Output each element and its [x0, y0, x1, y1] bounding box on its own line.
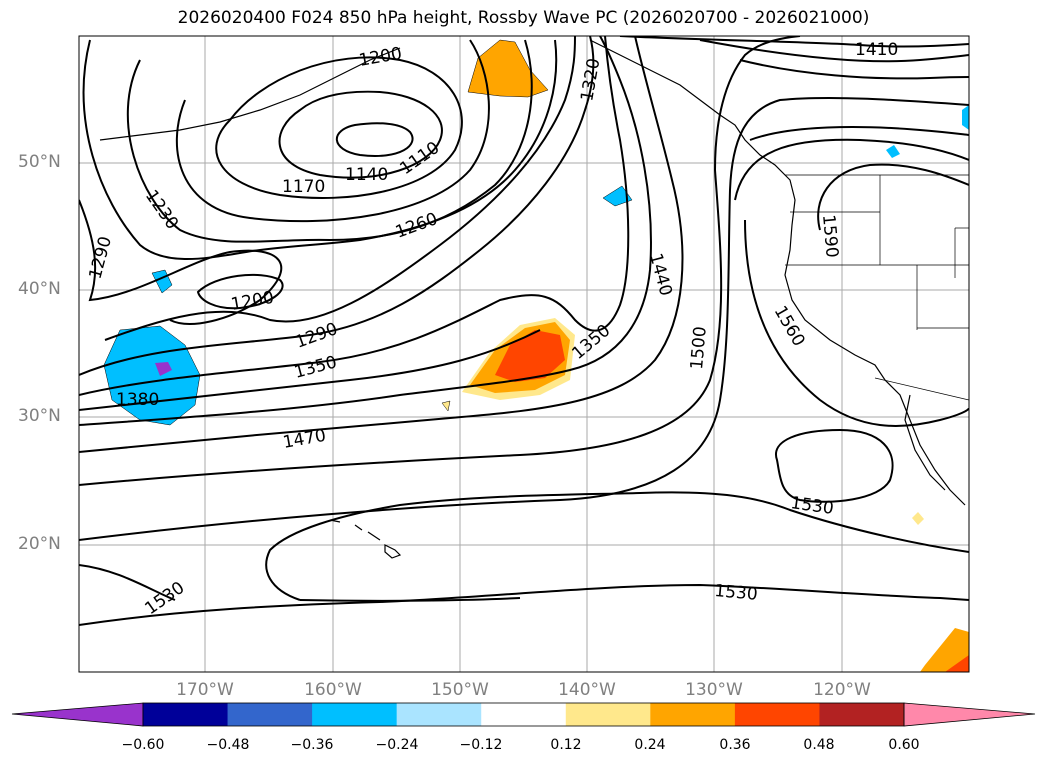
- contour-label: 1500: [687, 326, 711, 371]
- colorbar-tick-label: −0.36: [290, 737, 334, 753]
- contour-label: 1410: [855, 40, 898, 60]
- lat-label-50n: 50°N: [18, 152, 61, 172]
- colorbar-tick-label: −0.60: [121, 737, 165, 753]
- contour-1350: [79, 36, 630, 396]
- colorbar-cell: [396, 703, 482, 726]
- contour-1410-ne: [619, 36, 969, 48]
- contour-label: 1140: [345, 165, 388, 185]
- aleutians: [99, 47, 401, 141]
- contour-1380: [79, 329, 541, 411]
- map-frame: [78, 35, 970, 673]
- colorbar-cell: [819, 703, 905, 726]
- colorbar-cell: [143, 703, 229, 726]
- lon-label-160w: 160°W: [304, 680, 362, 700]
- contour-1560-coast: [744, 219, 969, 427]
- map-title: 2026020400 F024 850 hPa height, Rossby W…: [177, 8, 870, 28]
- colorbar-tick-label: 0.60: [888, 737, 920, 753]
- negative-anomaly-edge: [962, 105, 969, 130]
- contour-1230: [126, 39, 533, 243]
- contour-label: 1170: [282, 177, 325, 197]
- positive-anomaly-small: [441, 400, 451, 412]
- contour-1470-ne: [739, 59, 969, 80]
- contour-label: 1380: [116, 390, 159, 410]
- contour-1590: [817, 163, 969, 231]
- positive-anomaly-center-core: [495, 330, 565, 382]
- contour-1530-south: [79, 564, 176, 601]
- positive-anomaly-north: [467, 39, 549, 98]
- contour-1290: [79, 199, 283, 325]
- lon-label-150w: 150°W: [431, 680, 489, 700]
- lon-label-170w: 170°W: [176, 680, 234, 700]
- contour-1410: [79, 36, 652, 426]
- baja-coast: [904, 394, 946, 491]
- hawaii: [329, 519, 402, 559]
- contour-label: 1530: [714, 581, 759, 605]
- contour-1530-east: [774, 428, 894, 503]
- contour-1110: [278, 90, 443, 179]
- positive-anomaly-southeast: [912, 512, 924, 525]
- positive-anomaly-corner-core: [945, 655, 969, 672]
- colorbar-cell: [565, 703, 651, 726]
- colorbar-tick-label: −0.48: [206, 737, 250, 753]
- colorbar-tick-label: 0.36: [719, 737, 751, 753]
- negative-anomaly-mid: [602, 185, 633, 207]
- colorbar-frame: [142, 702, 905, 727]
- lat-label-40n: 40°N: [18, 279, 61, 299]
- colorbar-tick-label: −0.12: [459, 737, 503, 753]
- contour-1500: [79, 96, 969, 541]
- colorbar-cell: [650, 703, 736, 726]
- colorbar-cell: [481, 703, 567, 726]
- contour-1530-ne: [749, 126, 969, 141]
- colorbar-tick-label: 0.48: [803, 737, 835, 753]
- colorbar-cell: [227, 703, 313, 726]
- contour-1530-closure: [299, 597, 521, 602]
- contour-1290-b: [104, 36, 576, 341]
- negative-anomaly-core: [155, 362, 172, 376]
- contour-1260: [82, 39, 558, 261]
- contour-1320: [79, 36, 595, 376]
- colorbar-cell: [734, 703, 820, 726]
- us-state-borders: [785, 174, 969, 401]
- lat-label-30n: 30°N: [18, 406, 61, 426]
- contour-1440: [79, 36, 684, 453]
- colorbar-tick-label: 0.12: [550, 737, 582, 753]
- colorbar-cell: [312, 703, 398, 726]
- lon-label-130w: 130°W: [685, 680, 743, 700]
- lon-label-140w: 140°W: [558, 680, 616, 700]
- colorbar-under-arrow: [11, 702, 144, 727]
- graticule: [79, 36, 969, 672]
- contour-1440-ne: [699, 39, 969, 63]
- contour-1200-west: [196, 273, 284, 310]
- colorbar-tick-label: −0.24: [375, 737, 419, 753]
- coastlines: [99, 39, 966, 559]
- positive-anomaly-corner: [920, 628, 969, 672]
- colorbar-over-arrow: [903, 702, 1036, 727]
- contour-1140: [335, 122, 414, 157]
- height-contours: [79, 36, 969, 626]
- contour-1470: [79, 36, 801, 486]
- contour-1530-bottom: [79, 583, 969, 626]
- contour-label: 1590: [818, 214, 842, 259]
- lat-label-20n: 20°N: [18, 534, 61, 554]
- contour-1170: [215, 56, 463, 199]
- contour-1530-main: [265, 491, 969, 601]
- colorbar: [11, 702, 1036, 727]
- negative-anomaly-coast: [886, 145, 900, 158]
- lon-label-120w: 120°W: [813, 680, 871, 700]
- contour-1560: [734, 138, 969, 201]
- colorbar-tick-label: 0.24: [634, 737, 666, 753]
- contour-1200-north: [175, 39, 490, 223]
